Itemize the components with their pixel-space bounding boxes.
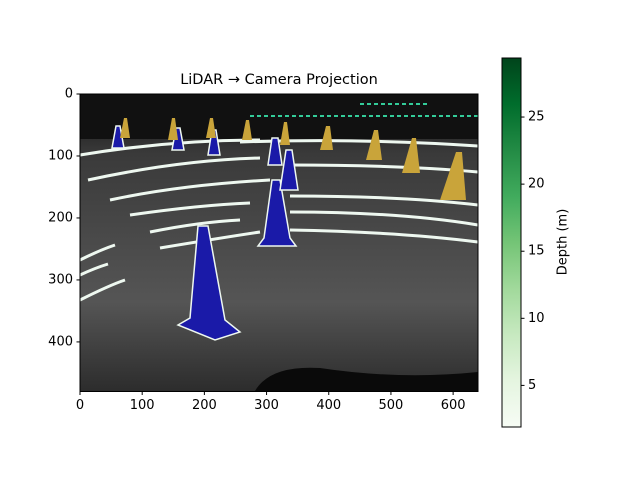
chart-title: LiDAR → Camera Projection <box>180 72 378 88</box>
x-tick-label: 0 <box>76 398 84 413</box>
colorbar-tick-label: 10 <box>528 311 545 326</box>
colorbar <box>501 57 522 428</box>
x-tick-label: 400 <box>316 398 341 413</box>
x-tick-label: 100 <box>130 398 155 413</box>
y-tick-label: 0 <box>65 87 73 102</box>
x-tick-label: 500 <box>379 398 404 413</box>
y-tick-label: 100 <box>48 148 73 163</box>
y-tick-label: 200 <box>48 210 73 225</box>
colorbar-tick-label: 5 <box>528 378 536 393</box>
x-tick-label: 200 <box>192 398 217 413</box>
camera-image <box>79 94 479 392</box>
colorbar-label: Depth (m) <box>556 209 571 276</box>
colorbar-tick-label: 20 <box>528 177 545 192</box>
y-tick-label: 400 <box>48 334 73 349</box>
axes-frame <box>79 93 479 392</box>
x-tick-label: 300 <box>254 398 279 413</box>
colorbar-tick-label: 15 <box>528 244 545 259</box>
colorbar-tick-label: 25 <box>528 110 545 125</box>
y-tick-label: 300 <box>48 272 73 287</box>
x-tick-label: 600 <box>441 398 466 413</box>
